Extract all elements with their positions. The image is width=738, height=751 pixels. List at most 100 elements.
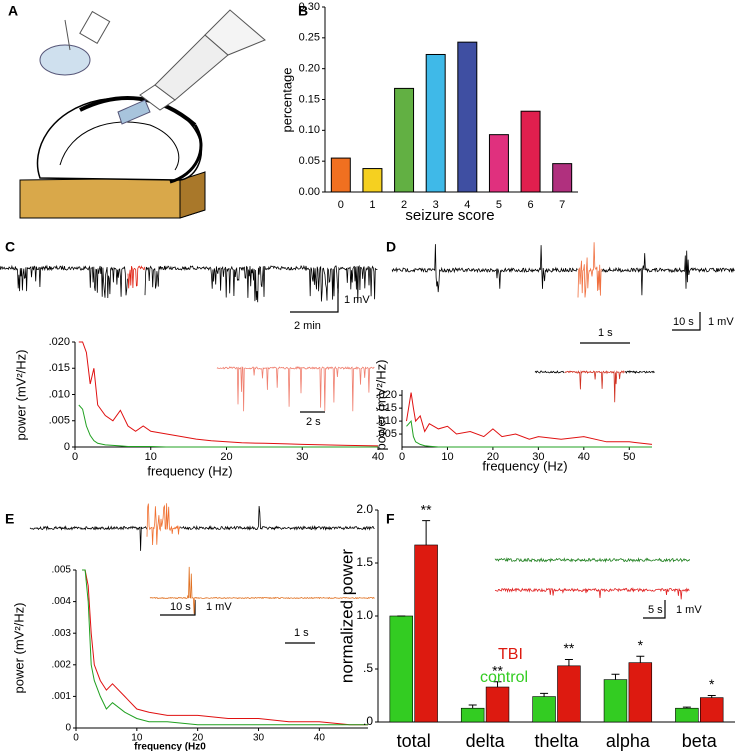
panel-label: E xyxy=(5,511,14,527)
error-bar xyxy=(493,681,502,688)
bar xyxy=(485,686,510,723)
x-tick-label: 40 xyxy=(578,451,590,463)
bar xyxy=(675,707,699,723)
scale-label: 1 mV xyxy=(206,601,232,613)
annotation: ** xyxy=(492,662,503,678)
eeg-trace xyxy=(624,370,655,374)
scale-label: 10 s xyxy=(170,601,191,613)
y-axis-label: power (mV²/Hz) xyxy=(13,349,28,440)
legend-label: control xyxy=(480,669,528,686)
y-tick-label: 0.00 xyxy=(299,186,320,198)
panel-label: F xyxy=(386,511,395,527)
eeg-trace xyxy=(179,505,375,531)
panel-label: D xyxy=(386,239,396,255)
y-tick-label: .004 xyxy=(52,596,72,607)
eeg-trace xyxy=(494,556,690,563)
bar xyxy=(699,697,724,723)
y-tick-label: 1.0 xyxy=(356,608,373,622)
scale-label: 10 s xyxy=(673,316,694,328)
x-tick-label: 0 xyxy=(338,199,344,211)
panel-label: B xyxy=(298,3,308,19)
x-tick-label: 7 xyxy=(559,199,565,211)
x-tick-label: thelta xyxy=(534,731,579,751)
y-tick-label: 0.25 xyxy=(299,32,320,44)
legend-label: TBI xyxy=(498,646,523,663)
x-tick-label: 1 xyxy=(369,199,375,211)
y-tick-label: 0.05 xyxy=(299,155,320,167)
y-tick-label: .001 xyxy=(52,691,72,702)
y-tick-label: 0.10 xyxy=(299,124,320,136)
scale-label: 1 mV xyxy=(676,604,702,616)
x-tick-label: 30 xyxy=(532,451,544,463)
bar xyxy=(520,110,541,193)
y-tick-label: .010 xyxy=(376,415,397,427)
y-axis-label: normalized power xyxy=(337,549,356,684)
x-tick-label: 0 xyxy=(73,733,79,744)
annotation: ** xyxy=(563,640,574,656)
eeg-trace xyxy=(494,587,690,600)
bar xyxy=(532,696,556,723)
y-tick-label: .015 xyxy=(49,362,70,374)
x-tick-label: beta xyxy=(682,731,718,751)
x-tick-label: 10 xyxy=(441,451,453,463)
y-tick-label: 0 xyxy=(64,441,70,453)
scale-label: 2 min xyxy=(294,320,321,332)
x-axis-label: seizure score xyxy=(405,207,494,224)
y-axis-label: power (mV²/Hz) xyxy=(11,602,26,693)
x-axis-label: frequency (Hz) xyxy=(482,458,567,473)
y-tick-label: .0 xyxy=(363,714,373,728)
bar xyxy=(603,679,628,723)
x-tick-label: 0 xyxy=(399,451,405,463)
bar xyxy=(488,134,509,193)
y-tick-label: .003 xyxy=(52,628,72,639)
bar xyxy=(330,157,351,193)
y-axis-label: percentage xyxy=(279,67,294,132)
x-tick-label: 3 xyxy=(433,199,439,211)
scale-label: 1 s xyxy=(294,627,309,639)
eeg-trace xyxy=(149,566,375,614)
x-tick-label: 30 xyxy=(296,451,308,463)
spectrum-line xyxy=(406,419,652,448)
x-tick-label: 10 xyxy=(131,733,143,744)
bar xyxy=(460,707,485,723)
x-tick-label: 10 xyxy=(145,451,157,463)
scale-label: 1 mV xyxy=(708,316,734,328)
error-bar xyxy=(564,658,573,666)
x-tick-label: delta xyxy=(466,731,506,751)
y-tick-label: .010 xyxy=(49,388,70,400)
y-tick-label: .020 xyxy=(49,336,70,348)
bar xyxy=(389,615,413,723)
x-tick-label: alpha xyxy=(606,731,651,751)
annotation: * xyxy=(709,676,715,692)
bar xyxy=(414,544,438,723)
scale-label: 5 s xyxy=(648,604,663,616)
x-tick-label: 20 xyxy=(220,451,232,463)
x-axis-label: frequency (Hz) xyxy=(147,463,232,478)
scale-label: 1 mV xyxy=(344,294,370,306)
scale-bars xyxy=(160,290,701,644)
y-tick-label: 2.0 xyxy=(356,502,373,516)
x-tick-label: 2 xyxy=(401,199,407,211)
bar xyxy=(394,87,415,193)
spectrum-line xyxy=(82,569,368,726)
error-bar xyxy=(611,673,620,680)
surgery-illustration xyxy=(19,9,266,219)
spectrum-line xyxy=(406,392,653,445)
y-tick-label: 0.15 xyxy=(299,93,320,105)
y-tick-label: .005 xyxy=(49,415,70,427)
x-tick-label: 20 xyxy=(487,451,499,463)
bar xyxy=(628,662,653,723)
panel-label: A xyxy=(8,3,18,19)
y-tick-label: 0 xyxy=(65,723,71,734)
annotation: * xyxy=(638,637,644,653)
error-bar xyxy=(540,692,549,697)
x-tick-label: 30 xyxy=(253,733,265,744)
eeg-trace xyxy=(146,503,181,546)
error-bar xyxy=(422,520,431,545)
spectrum-line xyxy=(82,569,368,726)
x-tick-label: 5 xyxy=(496,199,502,211)
bar xyxy=(425,53,446,193)
eeg-trace xyxy=(127,265,146,289)
eeg-trace xyxy=(601,250,735,296)
